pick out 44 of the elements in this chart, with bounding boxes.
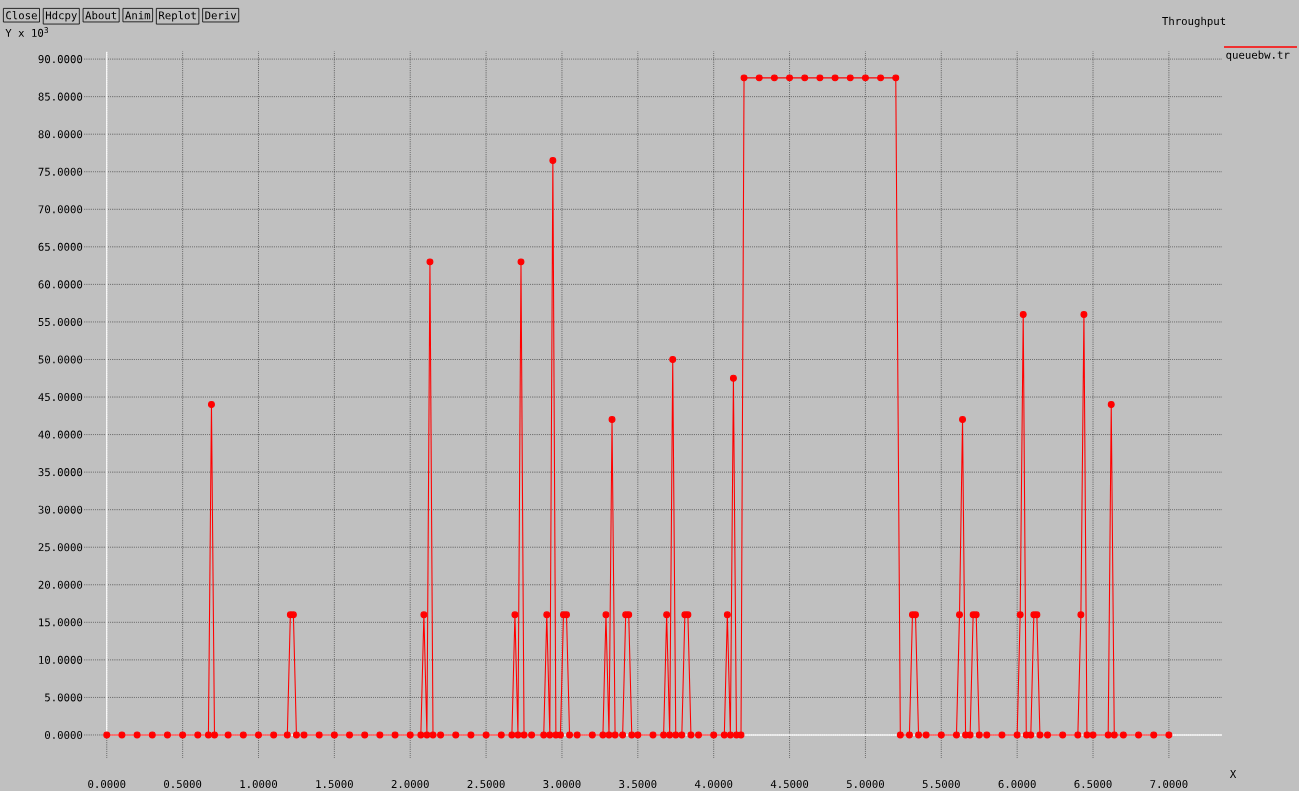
x-tick-label: 2.0000 <box>391 780 429 789</box>
text: About <box>85 11 117 20</box>
y-tick-label: 65.0000 <box>38 242 83 252</box>
x-tick-label: 5.0000 <box>846 780 884 789</box>
text: queuebw.tr <box>1226 50 1290 62</box>
x-tick-label: 4.5000 <box>770 780 809 789</box>
x-axis-title: X <box>1229 770 1237 779</box>
text: Close <box>6 11 37 20</box>
y-tick-label: 90.0000 <box>38 55 83 64</box>
x-tick-label: 1.5000 <box>316 780 353 789</box>
y-tick-label: 35.0000 <box>38 468 83 477</box>
x-tick-label: 0.5000 <box>164 780 202 789</box>
x-tick-label: 3.5000 <box>619 780 657 789</box>
x-tick-label: 3.0000 <box>543 780 581 789</box>
x-tick-label: 1.0000 <box>240 780 278 789</box>
x-tick-label: 5.5000 <box>922 780 960 789</box>
y-tick-label: 20.0000 <box>38 580 83 589</box>
x-tick-label: 6.5000 <box>1074 780 1112 789</box>
y-tick-label: 0.0000 <box>45 731 83 740</box>
y-tick-label: 30.0000 <box>38 505 83 514</box>
y-tick-label: 5.0000 <box>45 693 83 702</box>
y-tick-label: 15.0000 <box>39 618 83 627</box>
x-tick-label: 6.0000 <box>998 780 1036 789</box>
y-tick-label: 80.0000 <box>38 130 83 139</box>
y-tick-label: 60.0000 <box>38 280 83 289</box>
text: Hdcpy <box>45 11 77 22</box>
x-tick-label: 2.5000 <box>467 780 505 789</box>
y-tick-label: 50.0000 <box>38 355 83 364</box>
chart-title: Throughput <box>1162 16 1226 28</box>
x-tick-label: 0.0000 <box>88 780 126 789</box>
x-tick-label: 7.0000 <box>1150 780 1188 789</box>
y-tick-label: 40.0000 <box>38 430 83 439</box>
y-tick-label: 75.0000 <box>38 167 83 176</box>
y-tick-label: 85.0000 <box>38 92 83 101</box>
y-axis-title: Y x 10$^{3}$ <box>5 27 49 38</box>
y-tick-label: 70.0000 <box>38 205 83 214</box>
y-tick-label: 25.0000 <box>38 543 83 552</box>
y-tick-label: 10.0000 <box>39 656 83 665</box>
x-tick-label: 4.0000 <box>694 780 733 789</box>
text: Replot <box>159 11 196 22</box>
y-tick-label: 55.0000 <box>38 318 83 327</box>
text: Anim <box>125 11 151 20</box>
text: Deriv <box>205 11 237 20</box>
y-tick-label: 45.0000 <box>38 393 83 402</box>
